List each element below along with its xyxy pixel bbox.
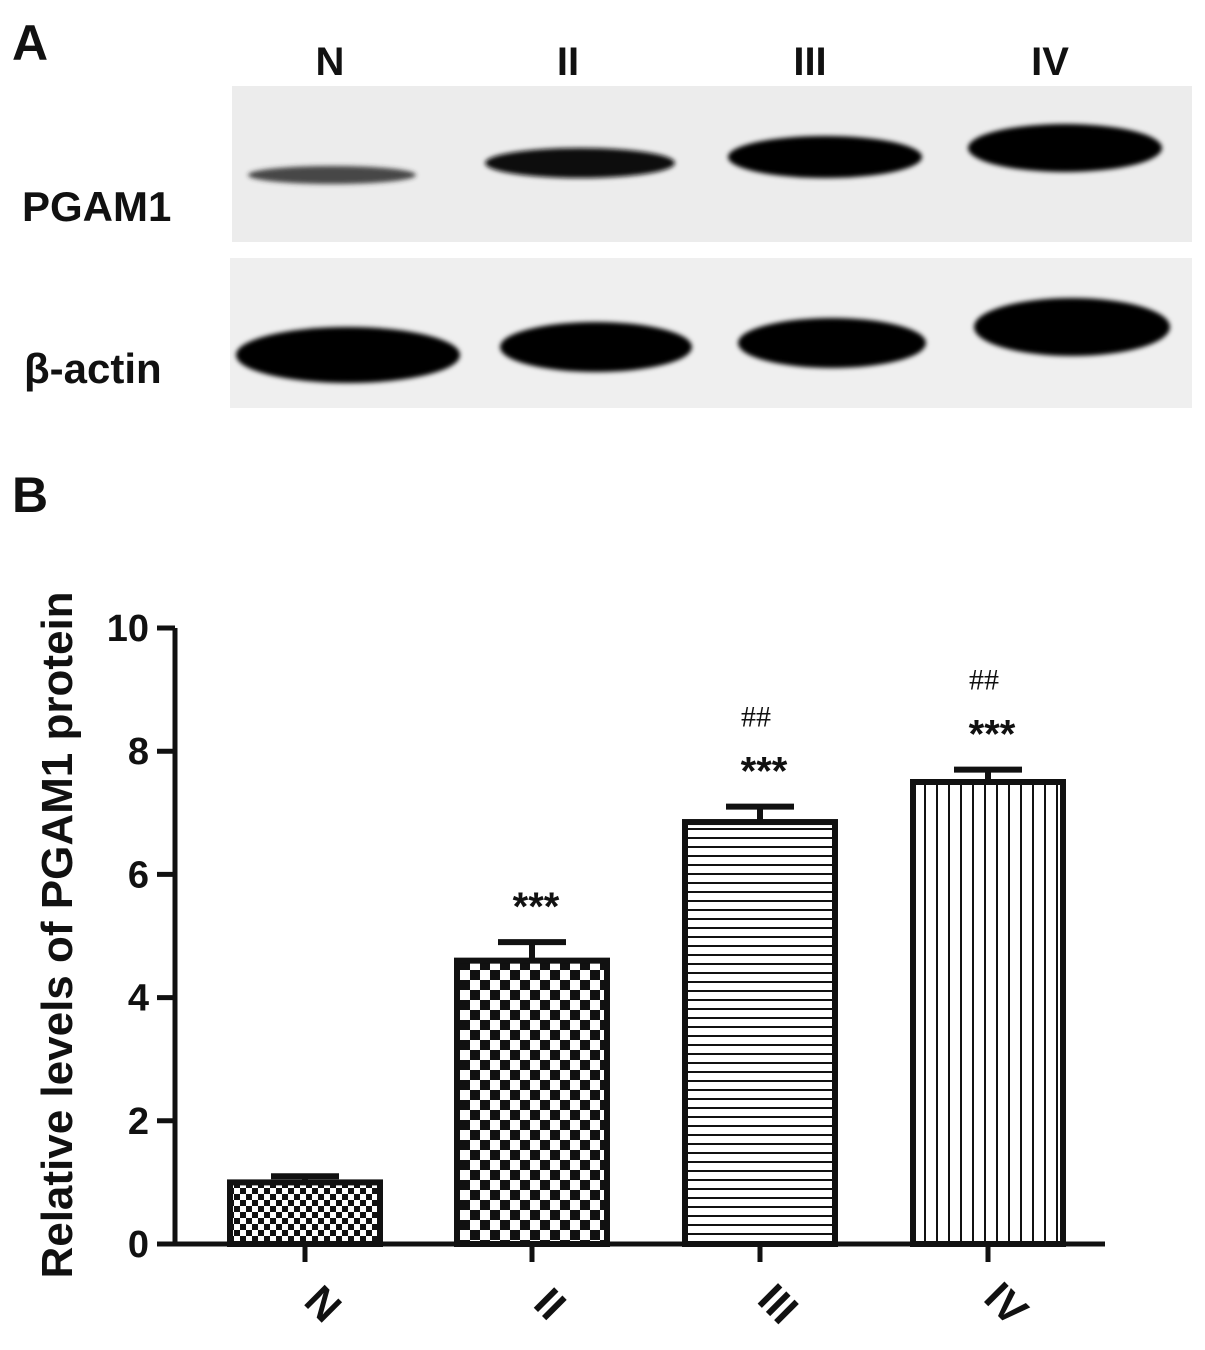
y-tick-label-10: 10 — [107, 608, 149, 650]
row-label-pgam1: PGAM1 — [22, 183, 172, 230]
actin-band-iv — [974, 298, 1170, 356]
significance-star-II: *** — [513, 885, 560, 929]
bar-IV — [910, 779, 1066, 1247]
significance-hash-IV: ## — [969, 664, 999, 697]
row-label-beta-actin: β-actin — [24, 345, 162, 392]
y-axis-label: Relative levels of PGAM1 protein — [33, 591, 82, 1278]
bar-III — [682, 819, 838, 1247]
y-tick-label-2: 2 — [128, 1101, 149, 1143]
actin-bands — [236, 298, 1170, 383]
pgam1-band-iv — [968, 124, 1162, 172]
bar-II — [454, 957, 610, 1247]
y-tick-label-8: 8 — [128, 731, 149, 773]
bar-N — [227, 1179, 383, 1248]
pgam1-band-n — [248, 166, 416, 184]
lane-label-ii: II — [556, 40, 580, 84]
lane-label-n: N — [315, 40, 345, 84]
x-tick-label-N: N — [296, 1276, 351, 1331]
significance-hash-III: ## — [741, 701, 771, 734]
x-tick-label-II: II — [525, 1279, 575, 1329]
significance-star-III: *** — [741, 750, 788, 794]
pgam1-bands — [248, 124, 1162, 184]
pgam1-band-ii — [485, 148, 675, 178]
y-tick-label-4: 4 — [128, 978, 149, 1020]
actin-band-n — [236, 327, 460, 383]
actin-band-iii — [738, 318, 926, 368]
y-tick-label-0: 0 — [128, 1224, 149, 1266]
significance-star-IV: *** — [969, 713, 1016, 757]
y-tick-label-6: 6 — [128, 854, 149, 896]
panel-b-letter: B — [12, 467, 49, 523]
actin-band-ii — [500, 322, 692, 372]
panel-a-letter: A — [12, 15, 49, 71]
lane-label-iii: III — [793, 40, 827, 84]
x-tick-label-IV: IV — [976, 1273, 1037, 1334]
lane-label-iv: IV — [1031, 40, 1069, 84]
western-blot-image — [230, 86, 1192, 408]
pgam1-band-iii — [728, 136, 922, 178]
x-tick-label-III: III — [749, 1275, 807, 1333]
